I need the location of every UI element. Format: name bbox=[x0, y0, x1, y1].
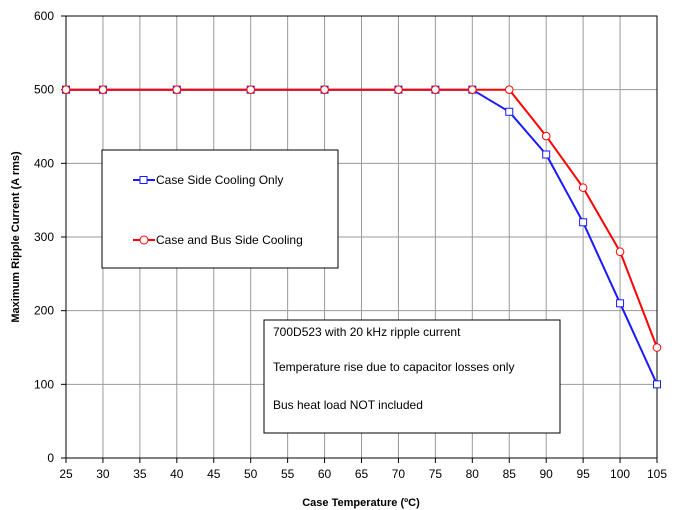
legend-marker-circle bbox=[139, 235, 149, 245]
data-point-case-bus-cooling bbox=[246, 85, 255, 94]
x-tick-label: 70 bbox=[392, 467, 406, 481]
annotation-line-2: Temperature rise due to capacitor losses… bbox=[273, 360, 514, 374]
legend: Case Side Cooling Only Case and Bus Side… bbox=[101, 149, 339, 269]
x-tick-label: 50 bbox=[244, 467, 258, 481]
x-tick-label: 100 bbox=[610, 467, 630, 481]
x-tick-label: 45 bbox=[207, 467, 221, 481]
data-point-case-bus-cooling bbox=[394, 85, 403, 94]
y-axis-title: Maximum Ripple Current (A rms) bbox=[10, 151, 22, 323]
x-tick-label: 75 bbox=[429, 467, 443, 481]
x-tick-label: 40 bbox=[170, 467, 184, 481]
data-point-case-bus-cooling bbox=[578, 183, 588, 192]
x-tick-label: 90 bbox=[540, 467, 554, 481]
x-tick-label: 55 bbox=[281, 467, 295, 481]
x-tick-label: 95 bbox=[576, 467, 590, 481]
data-point-case-side-cooling bbox=[653, 380, 661, 389]
y-tick-label: 600 bbox=[34, 9, 54, 23]
legend-label-case-bus: Case and Bus Side Cooling bbox=[156, 233, 303, 247]
data-point-case-bus-cooling bbox=[468, 85, 477, 94]
data-point-case-bus-cooling bbox=[431, 85, 440, 94]
x-tick-label: 80 bbox=[466, 467, 480, 481]
annotation-line-3: Bus heat load NOT included bbox=[273, 398, 423, 412]
data-point-case-side-cooling bbox=[542, 150, 551, 159]
plot-border bbox=[65, 15, 658, 459]
x-tick-label: 65 bbox=[355, 467, 369, 481]
data-point-case-side-cooling bbox=[616, 299, 625, 308]
legend-label-case-side: Case Side Cooling Only bbox=[156, 173, 283, 187]
y-tick-labels: 0 100 200 300 400 500 600 bbox=[34, 9, 54, 465]
y-tick-label: 300 bbox=[34, 230, 54, 244]
series-layer bbox=[61, 85, 662, 389]
data-point-case-bus-cooling bbox=[61, 85, 71, 94]
annotation-line-1: 700D523 with 20 kHz ripple current bbox=[273, 325, 461, 339]
y-tick-label: 0 bbox=[47, 451, 54, 465]
y-tick-label: 400 bbox=[34, 156, 54, 170]
y-tick-label: 500 bbox=[34, 83, 54, 97]
data-point-case-side-cooling bbox=[505, 107, 514, 116]
data-point-case-bus-cooling bbox=[652, 343, 662, 352]
x-tick-label: 30 bbox=[96, 467, 110, 481]
annotation-box: 700D523 with 20 kHz ripple current Tempe… bbox=[263, 319, 561, 434]
x-tick-label: 105 bbox=[647, 467, 667, 481]
y-tick-label: 100 bbox=[34, 377, 54, 391]
x-tick-label: 25 bbox=[59, 467, 73, 481]
data-point-case-bus-cooling bbox=[504, 85, 514, 94]
data-point-case-bus-cooling bbox=[98, 85, 108, 94]
x-axis-title: Case Temperature (ºC) bbox=[302, 497, 420, 509]
legend-box bbox=[101, 149, 339, 269]
data-point-case-side-cooling bbox=[579, 218, 588, 227]
y-tick-label: 200 bbox=[34, 304, 54, 318]
annotation-border bbox=[263, 319, 561, 434]
data-point-case-bus-cooling bbox=[320, 85, 329, 94]
x-tick-label: 60 bbox=[318, 467, 332, 481]
legend-marker-square bbox=[139, 176, 148, 184]
data-point-case-bus-cooling bbox=[172, 85, 182, 94]
data-point-case-bus-cooling bbox=[615, 247, 625, 257]
x-tick-label: 35 bbox=[133, 467, 147, 481]
x-tick-labels: 25 30 35 40 45 50 55 60 65 70 75 80 85 90 95 100 105 bbox=[59, 467, 667, 481]
x-tick-label: 85 bbox=[503, 467, 517, 481]
data-point-case-bus-cooling bbox=[541, 131, 551, 141]
